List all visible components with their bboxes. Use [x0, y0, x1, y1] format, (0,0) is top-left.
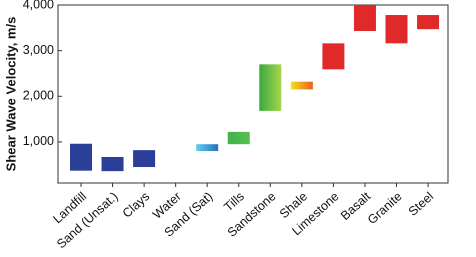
y-tick-label: 4,000	[23, 0, 54, 11]
bar	[290, 81, 313, 90]
bar	[133, 150, 156, 168]
bar	[417, 15, 440, 30]
y-tick-label: 3,000	[23, 43, 54, 57]
y-axis-label: Shear Wave Velocity, m/s	[3, 17, 18, 172]
y-tick-label: 2,000	[23, 89, 54, 103]
bar	[227, 131, 250, 145]
bar	[196, 144, 219, 152]
x-tick-label: Tills	[221, 189, 247, 214]
bar	[259, 64, 282, 111]
bar	[70, 143, 92, 171]
x-tick-label: Granite	[365, 189, 405, 227]
plot-frame	[57, 4, 449, 184]
bar	[101, 156, 124, 172]
bar	[353, 5, 376, 32]
bar	[385, 15, 408, 44]
y-tick-label: 1,000	[23, 134, 54, 148]
bar	[322, 43, 345, 70]
x-tick-label: Steel	[406, 189, 437, 218]
x-tick-label: Clays	[120, 189, 153, 220]
